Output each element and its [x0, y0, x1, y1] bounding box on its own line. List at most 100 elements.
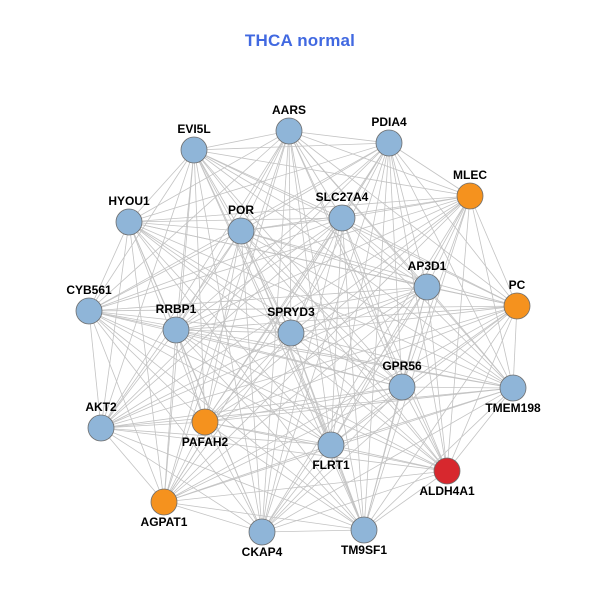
- edge-spryd3-pafah2: [204, 332, 292, 423]
- edge-cyb561-ckap4: [88, 310, 263, 533]
- edge-por-aldh4a1: [240, 230, 448, 472]
- edge-mlec-ap3d1: [426, 195, 471, 288]
- node-label-gpr56: GPR56: [382, 359, 422, 373]
- edge-mlec-rrbp1: [175, 195, 471, 331]
- edge-flrt1-aldh4a1: [330, 444, 448, 472]
- node-tm9sf1: [350, 516, 378, 544]
- node-ap3d1: [413, 273, 441, 301]
- edge-pdia4-flrt1: [330, 142, 390, 446]
- node-label-akt2: AKT2: [85, 400, 117, 414]
- edge-pc-spryd3: [290, 305, 518, 334]
- node-label-aldh4a1: ALDH4A1: [419, 484, 475, 498]
- edge-ap3d1-tmem198: [426, 286, 514, 389]
- edge-evi5l-ckap4: [193, 149, 263, 533]
- edge-spryd3-akt2: [100, 332, 292, 429]
- edge-aars-mlec: [288, 130, 471, 197]
- edge-pafah2-flrt1: [204, 421, 332, 446]
- node-label-por: POR: [228, 203, 254, 217]
- edge-slc27a4-aldh4a1: [341, 217, 448, 472]
- node-label-rrbp1: RRBP1: [156, 302, 197, 316]
- edge-rrbp1-pafah2: [175, 329, 206, 423]
- edge-slc27a4-tm9sf1: [341, 217, 365, 531]
- edge-gpr56-akt2: [100, 386, 403, 429]
- edge-evi5l-slc27a4: [193, 149, 343, 219]
- labels-layer: AARS PDIA4 EVI5L MLEC HYOU1 POR SLC27A4 AP3D1 PC…: [66, 103, 541, 559]
- edge-mlec-tm9sf1: [363, 195, 471, 531]
- edge-rrbp1-ckap4: [175, 329, 263, 533]
- edge-pc-agpat1: [163, 305, 518, 503]
- nodes-layer: [75, 117, 531, 546]
- edge-cyb561-pafah2: [88, 310, 206, 423]
- figure-title: THCA normal: [244, 31, 356, 50]
- edge-slc27a4-agpat1: [163, 217, 343, 503]
- edge-cyb561-gpr56: [88, 310, 403, 388]
- node-aars: [275, 117, 303, 145]
- edge-tmem198-pafah2: [204, 387, 514, 423]
- edge-por-ckap4: [240, 230, 263, 533]
- edge-gpr56-tmem198: [401, 386, 514, 389]
- node-evi5l: [180, 136, 208, 164]
- node-cyb561: [75, 297, 103, 325]
- edge-ap3d1-akt2: [100, 286, 428, 429]
- edge-agpat1-tm9sf1: [163, 501, 365, 531]
- edge-slc27a4-pc: [341, 217, 518, 307]
- node-label-hyou1: HYOU1: [108, 194, 150, 208]
- edge-pdia4-gpr56: [388, 142, 403, 388]
- edge-pdia4-por: [240, 142, 390, 232]
- edge-pc-tm9sf1: [363, 305, 518, 531]
- node-label-tm9sf1: TM9SF1: [341, 543, 387, 557]
- edge-pdia4-pc: [388, 142, 518, 307]
- edge-por-ap3d1: [240, 230, 428, 288]
- edge-tmem198-akt2: [100, 387, 514, 429]
- edge-slc27a4-akt2: [100, 217, 343, 429]
- edge-rrbp1-flrt1: [175, 329, 332, 446]
- edge-slc27a4-ckap4: [261, 217, 343, 533]
- edge-aars-pafah2: [204, 130, 290, 423]
- edge-pdia4-rrbp1: [175, 142, 390, 331]
- edge-flrt1-agpat1: [163, 444, 332, 503]
- edge-mlec-agpat1: [163, 195, 471, 503]
- edge-evi5l-pafah2: [193, 149, 206, 423]
- edge-cyb561-spryd3: [88, 310, 292, 334]
- node-slc27a4: [328, 204, 356, 232]
- node-aldh4a1: [433, 457, 461, 485]
- node-label-aars: AARS: [272, 103, 306, 117]
- edge-cyb561-flrt1: [88, 310, 332, 446]
- edge-mlec-por: [240, 195, 471, 232]
- edge-pc-pafah2: [204, 305, 518, 423]
- edge-spryd3-tmem198: [290, 332, 514, 389]
- node-mlec: [456, 182, 484, 210]
- edge-spryd3-gpr56: [290, 332, 403, 388]
- edge-mlec-pc: [469, 195, 518, 307]
- edge-hyou1-cyb561: [88, 221, 130, 312]
- edge-tmem198-tm9sf1: [363, 387, 514, 531]
- edge-mlec-hyou1: [128, 195, 471, 223]
- edge-aars-pdia4: [288, 130, 390, 144]
- edge-pc-rrbp1: [175, 305, 518, 331]
- node-flrt1: [317, 431, 345, 459]
- edge-slc27a4-ap3d1: [341, 217, 428, 288]
- edge-mlec-slc27a4: [341, 195, 471, 219]
- edge-hyou1-flrt1: [128, 221, 332, 446]
- edge-aars-flrt1: [288, 130, 332, 446]
- edge-tmem198-aldh4a1: [446, 387, 514, 472]
- edge-pafah2-agpat1: [163, 421, 206, 503]
- edge-aars-aldh4a1: [288, 130, 448, 472]
- edge-rrbp1-gpr56: [175, 329, 403, 388]
- edge-aldh4a1-tm9sf1: [363, 470, 448, 531]
- edge-ap3d1-aldh4a1: [426, 286, 448, 472]
- node-pafah2: [191, 408, 219, 436]
- edge-slc27a4-gpr56: [341, 217, 403, 388]
- edge-gpr56-ckap4: [261, 386, 403, 533]
- edge-hyou1-aldh4a1: [128, 221, 448, 472]
- edge-spryd3-ckap4: [261, 332, 292, 533]
- edge-por-tmem198: [240, 230, 514, 389]
- edge-aldh4a1-ckap4: [261, 470, 448, 533]
- edge-por-pc: [240, 230, 518, 307]
- edge-gpr56-tm9sf1: [363, 386, 403, 531]
- edge-hyou1-tm9sf1: [128, 221, 365, 531]
- edge-evi5l-hyou1: [128, 149, 195, 223]
- edges-layer: [88, 130, 518, 533]
- edge-cyb561-aldh4a1: [88, 310, 448, 472]
